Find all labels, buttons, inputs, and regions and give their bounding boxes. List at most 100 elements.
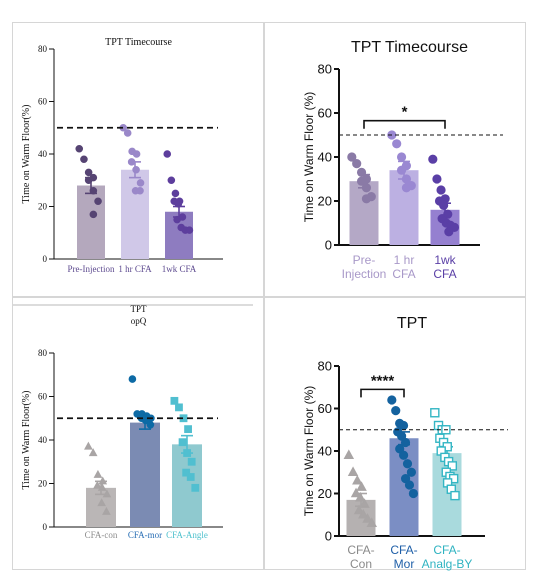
- data-point: [146, 420, 155, 429]
- data-point: [408, 488, 418, 499]
- data-point: [123, 129, 132, 137]
- data-point: [102, 506, 111, 515]
- data-point: [350, 487, 362, 498]
- data-point: [187, 457, 196, 466]
- category-label-2: CFA-mor: [128, 530, 162, 540]
- data-point: [353, 504, 365, 515]
- y-axis-label: Time on Warm Floor (%): [302, 386, 316, 516]
- chart-title: opQ: [131, 316, 147, 326]
- significance-marker: *: [402, 104, 408, 121]
- y-tick-label: 0: [325, 529, 332, 544]
- data-point: [387, 395, 397, 405]
- data-point: [127, 158, 136, 166]
- chart-bottom-left: TPT opQ 0 20 40 60 80 Time on Warm Floor(%) CFA-…: [13, 304, 253, 540]
- significance-marker: ****: [371, 372, 395, 389]
- data-point: [347, 466, 359, 476]
- y-tick-label: 40: [38, 149, 48, 159]
- y-tick-label: 0: [325, 238, 332, 253]
- data-point: [136, 186, 144, 195]
- data-point: [356, 481, 367, 491]
- data-point: [362, 513, 373, 523]
- data-point: [94, 197, 102, 206]
- data-point: [173, 215, 181, 224]
- y-tick-label: 20: [318, 486, 332, 501]
- y-tick-label: 0: [43, 522, 48, 532]
- category-label-3: Analg-BY: [422, 557, 473, 571]
- panel-top-right: TPT Timecourse 0 20 40 60 80 Time on Warm Floo…: [264, 22, 526, 297]
- y-tick-label: 40: [318, 150, 332, 165]
- data-point: [98, 476, 108, 485]
- panel-top-left: TPT Timecourse 0 20 40 60 80 Time on Warm Floo…: [12, 22, 264, 297]
- data-point: [366, 517, 378, 527]
- data-point: [183, 449, 192, 457]
- y-tick-label: 80: [38, 44, 48, 54]
- data-point: [396, 165, 407, 175]
- data-point: [450, 490, 460, 501]
- y-tick-label: 40: [318, 444, 332, 459]
- data-point: [398, 450, 409, 460]
- category-label-2: Mor: [394, 557, 415, 571]
- category-label-1: Injection: [342, 267, 387, 281]
- data-point: [102, 489, 112, 498]
- panel-bottom-left: TPT opQ 0 20 40 60 80 Time on Warm Floor(%) CFA-…: [12, 297, 264, 570]
- data-point: [401, 174, 412, 184]
- chart-top-left: TPT Timecourse 0 20 40 60 80 Time on Warm Floo…: [21, 37, 223, 274]
- chart-title: TPT Timecourse: [351, 39, 468, 56]
- data-point: [186, 473, 195, 481]
- data-point: [84, 176, 93, 185]
- chart-title: TPT: [397, 315, 427, 332]
- data-point: [167, 176, 176, 185]
- bar-2: [121, 169, 149, 259]
- y-tick-label: 0: [43, 254, 48, 264]
- category-label-3: 1wk: [434, 253, 456, 267]
- y-tick-label: 60: [318, 401, 332, 416]
- data-point: [80, 155, 88, 164]
- chart-top-right: TPT Timecourse 0 20 40 60 80 Time on Warm Floo…: [302, 39, 503, 281]
- data-point: [84, 168, 93, 177]
- data-point: [439, 200, 449, 210]
- data-point: [352, 474, 363, 485]
- data-point: [347, 152, 357, 162]
- data-point: [97, 498, 106, 507]
- data-point: [191, 483, 200, 492]
- data-point: [391, 406, 401, 416]
- data-point: [361, 194, 372, 204]
- data-point: [84, 441, 93, 450]
- y-axis-label: Time on Warm Floor(%): [21, 391, 32, 490]
- data-point: [97, 482, 107, 491]
- y-tick-label: 80: [318, 62, 332, 77]
- data-point: [404, 480, 415, 490]
- bar-1: [77, 185, 105, 259]
- category-label-1: Con: [350, 557, 372, 571]
- data-point: [185, 226, 194, 234]
- data-point: [89, 186, 98, 195]
- chart-title: TPT Timecourse: [105, 37, 172, 48]
- data-point: [171, 189, 180, 198]
- data-point: [175, 403, 183, 412]
- data-point: [398, 420, 409, 431]
- data-point: [356, 176, 367, 186]
- data-point: [93, 469, 103, 478]
- data-point: [356, 167, 367, 177]
- data-point: [359, 498, 370, 508]
- category-label-1: CFA-con: [85, 530, 118, 540]
- data-point: [128, 375, 137, 383]
- data-point: [178, 438, 187, 447]
- category-label-3: CFA: [433, 267, 456, 281]
- significance-bracket: [363, 119, 446, 129]
- y-axis-label: Time on Warm Floor (%): [302, 92, 316, 222]
- y-tick-label: 80: [38, 348, 48, 358]
- y-tick-label: 40: [38, 435, 48, 445]
- data-point: [436, 185, 446, 195]
- data-point: [170, 396, 179, 405]
- data-point: [93, 480, 102, 489]
- category-label-2: CFA-: [390, 543, 417, 557]
- data-point: [182, 468, 191, 477]
- data-point: [132, 165, 140, 174]
- category-label-2: 1 hr: [394, 253, 415, 267]
- category-label-1: Pre-: [353, 253, 376, 267]
- data-point: [358, 508, 369, 519]
- category-label-3: 1wk CFA: [162, 264, 197, 274]
- data-point: [88, 448, 98, 457]
